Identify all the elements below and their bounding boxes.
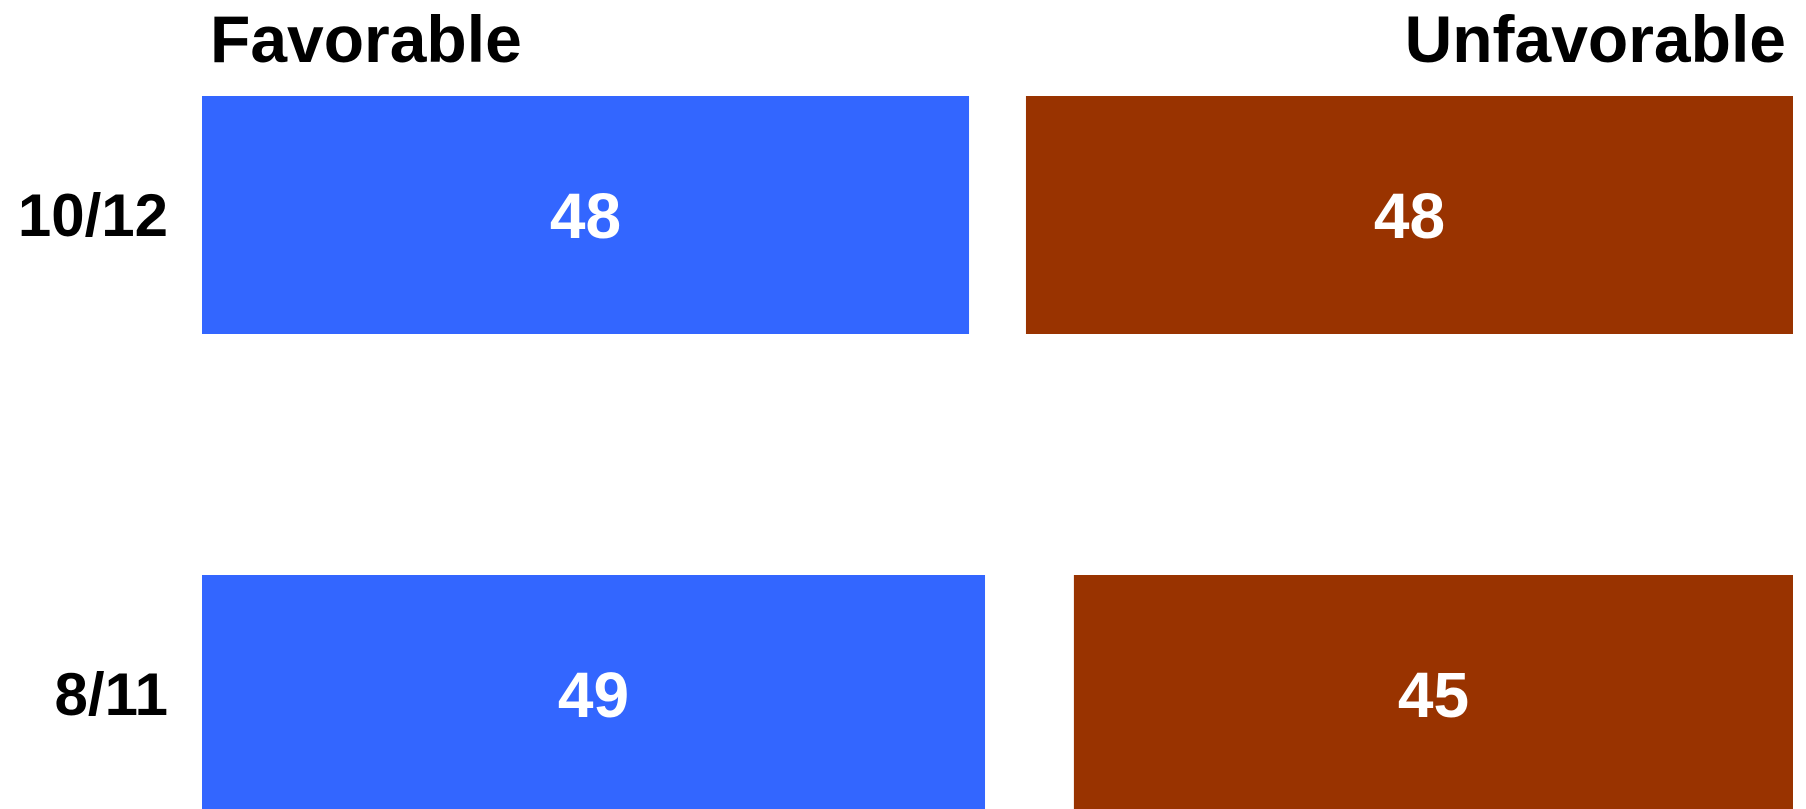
category-label-8-11: 8/11	[55, 661, 168, 728]
favorable-bar-10-12	[202, 96, 970, 334]
unfavorable-bar-10-12	[1025, 96, 1793, 334]
favorable-header: Favorable	[210, 2, 522, 76]
favorable-value-label-8-11: 49	[558, 659, 629, 731]
category-label-10-12: 10/12	[18, 182, 168, 249]
unfavorable-value-label-10-12: 48	[1374, 180, 1445, 252]
bars-group	[202, 96, 1793, 809]
unfavorable-value-label-8-11: 45	[1398, 659, 1469, 731]
labels-group: 10/12 48 48 8/11 49 45	[18, 180, 1469, 731]
favorable-value-label-10-12: 48	[550, 180, 621, 252]
unfavorable-header: Unfavorable	[1405, 2, 1786, 76]
unfavorable-bar-8-11	[1073, 575, 1793, 809]
series-headers: Favorable Unfavorable	[210, 2, 1786, 76]
favorable-bar-8-11	[202, 575, 986, 809]
